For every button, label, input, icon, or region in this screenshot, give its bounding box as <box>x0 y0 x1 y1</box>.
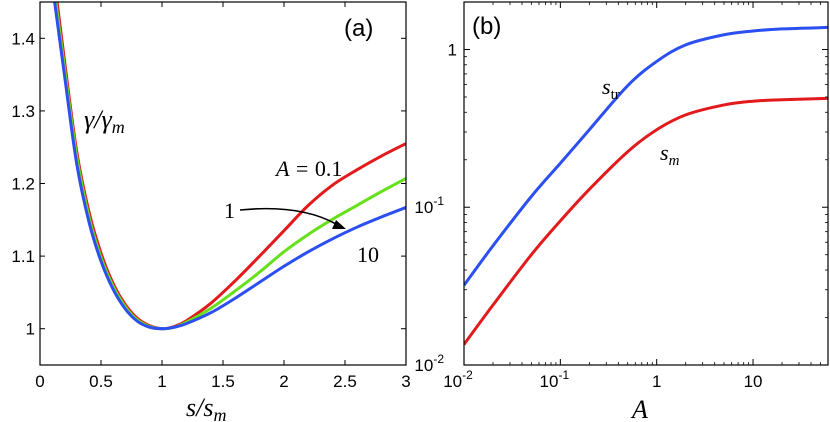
x-tick-label-b: 1 <box>652 372 661 391</box>
x-tick-exponent-b: -1 <box>558 368 569 382</box>
y-tick-label-a: 1.4 <box>11 29 35 48</box>
x-tick-label-a: 1 <box>157 372 166 391</box>
y-tick-label-a: 1.3 <box>11 102 35 121</box>
annotation-a-0-1-prefix: A = <box>274 156 315 181</box>
panel-b-label: (b) <box>472 13 501 40</box>
annotation-a-0-1-value: 0.1 <box>315 156 343 181</box>
label-s-tr: str <box>602 74 620 103</box>
x-tick-label-a: 2.5 <box>333 372 357 391</box>
y-tick-label-a: 1.1 <box>11 247 35 266</box>
panel-b-ticks: 10-2 10-1 1 10 10-2 10-1 1 <box>414 1 829 391</box>
panel-b-frame <box>463 1 829 366</box>
annotation-a-10: 10 <box>357 242 379 267</box>
y-tick-label-a: 1.2 <box>11 175 35 194</box>
y-tick-label-b: 1 <box>448 40 457 59</box>
panel-a-frame <box>39 1 407 366</box>
label-s-tr-var: s <box>602 74 611 99</box>
panel-a-ticks: 0 0.5 1 1.5 2 2.5 3 1 1.1 1.2 1.3 1.4 <box>11 2 411 391</box>
annotation-a-1: 1 <box>224 198 235 223</box>
x-tick-label-a: 3 <box>401 372 410 391</box>
series-line-b-1 <box>464 96 828 346</box>
panel-a-series <box>53 2 406 331</box>
label-s-m-var: s <box>660 140 669 165</box>
panel-b-xlabel: A <box>630 395 648 422</box>
label-s-m-sub: m <box>669 153 680 169</box>
x-tick-label-b: 10-2 <box>443 368 473 391</box>
label-s-tr-sub: tr <box>611 87 620 103</box>
x-tick-label-b: 10 <box>744 372 763 391</box>
panel-a-ylabel-sub: m <box>112 117 125 137</box>
panel-a-ylabel: γ/γm <box>84 105 125 137</box>
series-line-b-0 <box>464 25 828 287</box>
y-tick-exponent-b: -1 <box>433 194 444 208</box>
label-s-m: sm <box>660 140 680 169</box>
x-tick-label-a: 0.5 <box>89 372 113 391</box>
annotation-a-0-1: A = 0.1 <box>274 156 342 181</box>
y-tick-label-b: 10-2 <box>414 352 444 375</box>
x-tick-label-a: 0 <box>35 372 44 391</box>
annotation-arrow <box>239 207 337 225</box>
series-line-a-2 <box>53 2 406 331</box>
panel-a-label: (a) <box>344 15 373 42</box>
x-tick-label-a: 1.5 <box>211 372 235 391</box>
y-tick-label-b: 10-1 <box>414 194 444 217</box>
y-tick-label-a: 1 <box>26 320 35 339</box>
panel-b-series <box>464 25 828 346</box>
x-tick-label-a: 2 <box>279 372 288 391</box>
x-tick-exponent-b: -2 <box>462 368 473 382</box>
panel-a: 0 0.5 1 1.5 2 2.5 3 1 1.1 1.2 1.3 1.4 (a) γ/γm A = … <box>11 1 411 422</box>
annotation-arrowhead <box>332 220 346 229</box>
panel-a-ylabel-var: γ/γ <box>84 105 112 134</box>
y-tick-exponent-b: -2 <box>433 352 444 366</box>
panel-a-xlabel: s/sm <box>186 393 226 422</box>
x-tick-label-b: 10-1 <box>540 368 570 391</box>
